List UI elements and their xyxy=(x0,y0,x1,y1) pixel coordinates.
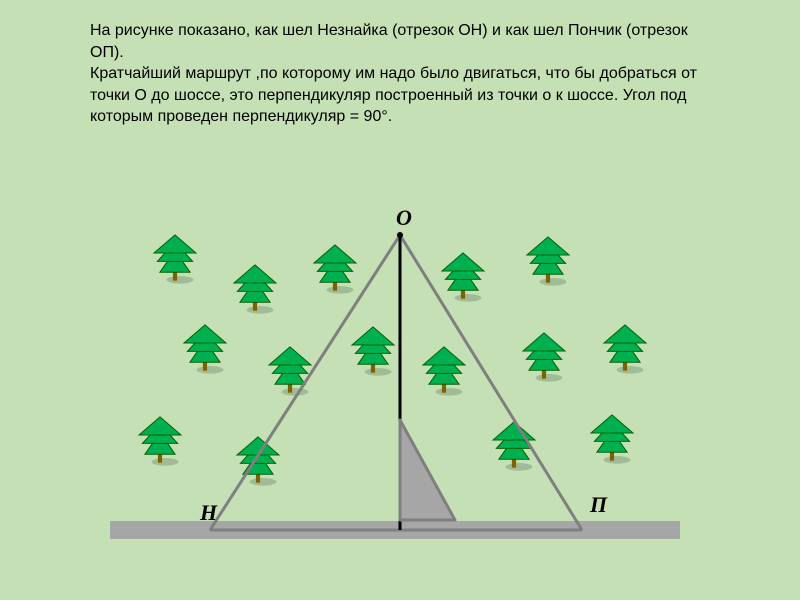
label-O: O xyxy=(396,205,412,231)
label-P: П xyxy=(590,492,607,518)
diagram-svg xyxy=(0,0,800,600)
label-N: Н xyxy=(200,500,217,526)
